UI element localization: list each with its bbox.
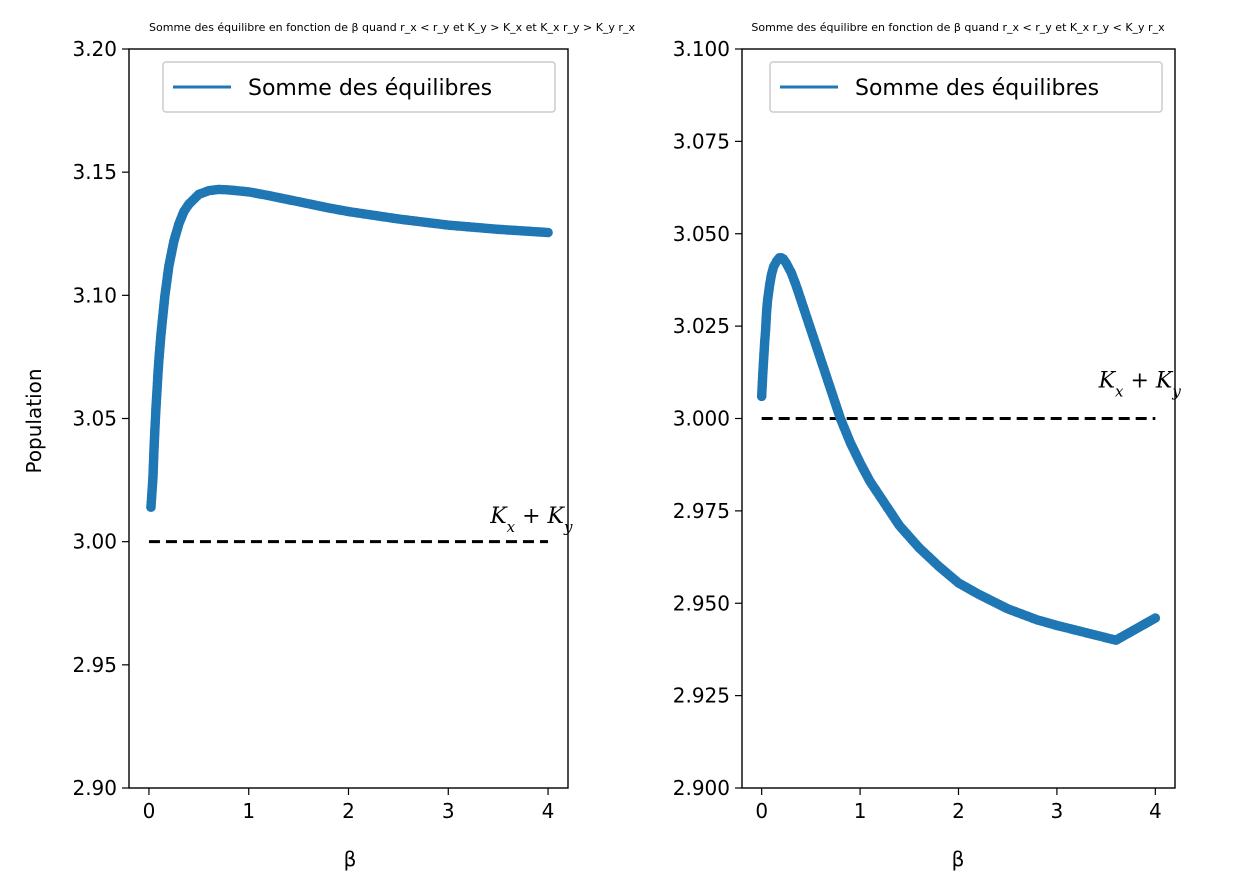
x-tick-label: 0 bbox=[143, 799, 156, 823]
x-tick-label: 1 bbox=[854, 799, 867, 823]
y-tick-label: 2.950 bbox=[673, 591, 730, 615]
left-y-axis-label: Population bbox=[22, 368, 46, 473]
y-tick-label: 3.050 bbox=[673, 222, 730, 246]
legend-box bbox=[769, 61, 1163, 113]
x-tick-label: 4 bbox=[1149, 799, 1162, 823]
y-tick-label: 2.975 bbox=[673, 499, 730, 523]
x-tick-label: 4 bbox=[542, 799, 555, 823]
y-tick-label: 2.925 bbox=[673, 684, 730, 708]
x-tick-label: 2 bbox=[342, 799, 355, 823]
annotation-label: Kx + Ky bbox=[489, 504, 573, 536]
y-tick-label: 3.00 bbox=[72, 530, 117, 554]
data-point bbox=[543, 227, 553, 238]
legend-label: Somme des équilibres bbox=[248, 76, 492, 101]
x-tick-label: 1 bbox=[242, 799, 255, 823]
x-tick-label: 0 bbox=[755, 799, 768, 823]
x-tick-label: 3 bbox=[1051, 799, 1064, 823]
y-tick-label: 2.90 bbox=[72, 776, 117, 800]
y-tick-label: 3.05 bbox=[72, 407, 117, 431]
y-tick-label: 3.10 bbox=[72, 283, 117, 307]
y-tick-label: 3.025 bbox=[673, 314, 730, 338]
data-point bbox=[1150, 613, 1161, 623]
annotation-label: Kx + Ky bbox=[1098, 369, 1182, 401]
y-tick-label: 3.20 bbox=[72, 37, 117, 61]
legend-box bbox=[162, 61, 556, 113]
right-subplot: Somme des équilibre en fonction de β qua… bbox=[673, 21, 1182, 871]
left-x-axis-label: β bbox=[344, 847, 357, 871]
y-tick-label: 3.075 bbox=[673, 129, 730, 153]
y-tick-label: 2.95 bbox=[72, 653, 117, 677]
x-tick-label: 2 bbox=[952, 799, 965, 823]
left-subplot: Somme des équilibre en fonction de β qua… bbox=[22, 21, 635, 871]
right-x-axis-label: β bbox=[952, 847, 965, 871]
y-tick-label: 3.100 bbox=[673, 37, 730, 61]
right-chart-title: Somme des équilibre en fonction de β qua… bbox=[751, 21, 1165, 34]
x-tick-label: 3 bbox=[442, 799, 455, 823]
y-tick-label: 3.000 bbox=[673, 407, 730, 431]
legend-label: Somme des équilibres bbox=[855, 76, 1099, 101]
y-tick-label: 2.900 bbox=[673, 776, 730, 800]
left-chart-title: Somme des équilibre en fonction de β qua… bbox=[149, 21, 635, 34]
y-tick-label: 3.15 bbox=[72, 160, 117, 184]
plot-frame bbox=[128, 48, 569, 789]
